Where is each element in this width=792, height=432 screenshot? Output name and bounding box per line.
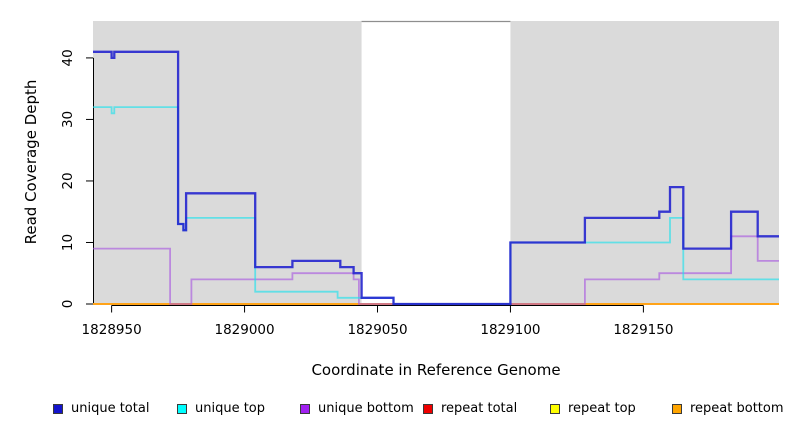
legend-item-repeat-top: repeat top — [550, 401, 636, 417]
y-axis-title: Read Coverage Depth — [22, 79, 40, 245]
legend-swatch-repeat-top — [550, 404, 560, 414]
legend-label: unique total — [71, 401, 150, 416]
y-tick-label: 20 — [60, 172, 76, 189]
legend-swatch-unique-bottom — [300, 404, 310, 414]
legend-swatch-repeat-total — [423, 404, 433, 414]
legend-swatch-unique-total — [53, 404, 63, 414]
x-tick-label: 1829150 — [613, 322, 673, 338]
legend-swatch-unique-top — [177, 404, 187, 414]
legend-item-repeat-total: repeat total — [423, 401, 517, 417]
legend-label: repeat total — [441, 401, 518, 416]
highlight-region — [510, 21, 779, 305]
y-tick-label: 0 — [60, 300, 76, 309]
y-tick-label: 30 — [60, 111, 76, 128]
coverage-plot-canvas: 1828950 1829000 1829050 1829100 1829150 0 10 20… — [60, 20, 779, 338]
y-tick-label: 40 — [60, 49, 76, 66]
x-tick-label: 1829100 — [480, 322, 540, 338]
legend-item-unique-total: unique total — [53, 401, 149, 417]
series-line-unique-total — [93, 50, 779, 306]
legend-label: repeat top — [568, 401, 636, 416]
legend-item-unique-top: unique top — [177, 401, 265, 417]
highlight-region — [93, 21, 362, 305]
legend-label: unique bottom — [318, 401, 414, 416]
x-tick-label: 1828950 — [82, 322, 142, 338]
legend-label: repeat bottom — [690, 401, 784, 416]
legend-item-unique-bottom: unique bottom — [300, 401, 414, 417]
x-tick-label: 1829000 — [214, 322, 274, 338]
y-tick-label: 10 — [60, 234, 76, 251]
x-tick-label: 1829050 — [347, 322, 407, 338]
legend-label: unique top — [195, 401, 266, 416]
legend-item-repeat-bottom: repeat bottom — [672, 401, 784, 417]
legend-swatch-repeat-bottom — [672, 404, 682, 414]
x-axis-title: Coordinate in Reference Genome — [311, 361, 561, 379]
